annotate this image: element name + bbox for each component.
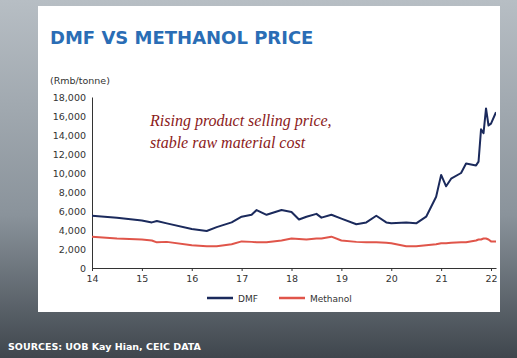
y-tick: 2,000	[59, 244, 92, 255]
x-tick-label: 22	[485, 273, 497, 284]
y-tick-label: 14,000	[53, 130, 86, 141]
y-tick: 12,000	[53, 149, 92, 160]
legend: DMF Methanol	[207, 294, 352, 304]
legend-item: DMF	[207, 294, 258, 304]
x-tick-label: 21	[436, 273, 448, 284]
x-tick: 19	[336, 268, 348, 284]
legend-swatch	[279, 297, 305, 300]
x-tick: 22	[485, 268, 497, 284]
x-axis: 14 15 16 17 18 19 20 21 22	[86, 268, 497, 284]
legend-label: DMF	[238, 294, 258, 304]
x-tick-label: 20	[386, 273, 398, 284]
y-tick: 4,000	[59, 225, 92, 236]
title: DMF VS METHANOL PRICE	[50, 27, 313, 48]
y-tick-label: 10,000	[53, 168, 86, 179]
x-tick-mark	[242, 268, 243, 271]
x-tick: 21	[436, 268, 448, 284]
x-tick-mark	[292, 268, 293, 271]
legend-item: Methanol	[279, 294, 352, 304]
y-tick-label: 8,000	[59, 187, 86, 198]
plot-area	[92, 108, 496, 246]
legend-swatch	[207, 297, 233, 300]
y-tick-label: 18,000	[53, 92, 86, 103]
series-line	[92, 237, 496, 247]
y-tick: 18,000	[53, 92, 92, 103]
x-tick-label: 19	[336, 273, 348, 284]
y-tick: 6,000	[59, 206, 92, 217]
background	[0, 0, 517, 358]
y-axis-label: (Rmb/tonne)	[50, 75, 110, 86]
source: SOURCES: UOB Kay Hian, CEIC DATA	[8, 341, 201, 352]
x-tick-label: 18	[286, 273, 298, 284]
x-tick-mark	[491, 268, 492, 271]
y-tick-label: 0	[80, 263, 86, 274]
x-tick-label: 17	[236, 273, 248, 284]
series-line	[92, 108, 496, 231]
panel	[38, 6, 500, 312]
x-tick-mark	[92, 268, 93, 271]
legend-label: Methanol	[310, 294, 352, 304]
y-tick: 14,000	[53, 130, 92, 141]
x-tick-mark	[441, 268, 442, 271]
x-tick-label: 16	[186, 273, 198, 284]
y-axis: 0 2,000 4,000 6,000 8,000 10,000 12,000 14,000 1…	[53, 92, 93, 274]
x-axis-line	[93, 268, 497, 269]
y-tick-label: 16,000	[53, 111, 86, 122]
y-tick-label: 4,000	[59, 225, 86, 236]
y-tick: 16,000	[53, 111, 92, 122]
x-tick: 16	[186, 268, 198, 284]
y-tick-label: 2,000	[59, 244, 86, 255]
x-tick: 20	[386, 268, 398, 284]
y-tick: 8,000	[59, 187, 92, 198]
y-tick: 10,000	[53, 168, 92, 179]
x-tick-label: 15	[136, 273, 148, 284]
x-tick: 18	[286, 268, 298, 284]
x-tick-mark	[391, 268, 392, 271]
chart-svg: DMF VS METHANOL PRICE (Rmb/tonne) 0 2,000 4,…	[0, 0, 517, 358]
x-tick-mark	[192, 268, 193, 271]
annotation-line: stable raw material cost	[150, 134, 306, 151]
x-tick-label: 14	[86, 273, 98, 284]
y-tick-label: 6,000	[59, 206, 86, 217]
x-tick: 14	[86, 268, 98, 284]
y-tick-label: 12,000	[53, 149, 86, 160]
y-axis-line	[92, 98, 93, 269]
x-tick: 17	[236, 268, 248, 284]
annotation-line: Rising product selling price,	[149, 112, 332, 130]
x-tick-mark	[341, 268, 342, 271]
x-tick-mark	[142, 268, 143, 271]
annotation: Rising product selling price, stable raw …	[149, 112, 332, 151]
x-tick: 15	[136, 268, 148, 284]
